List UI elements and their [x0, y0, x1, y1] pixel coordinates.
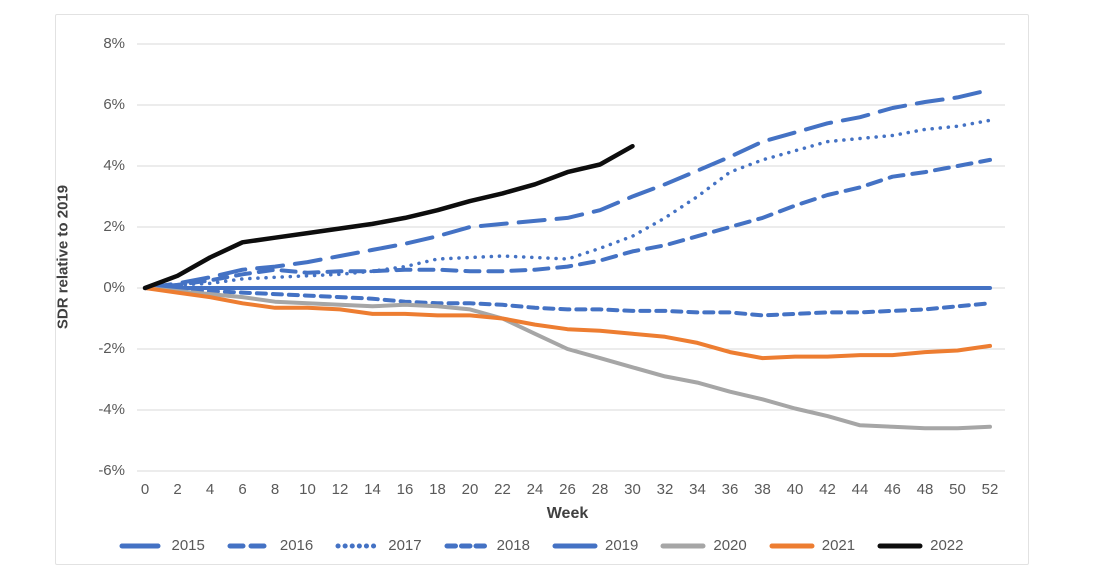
x-tick-label: 16: [396, 481, 414, 498]
y-tick-label: -6%: [98, 462, 125, 479]
x-tick-label: 0: [140, 481, 150, 498]
legend-label: 2015: [171, 537, 205, 554]
x-tick-label: 42: [819, 481, 836, 498]
x-tick-label: 6: [238, 481, 247, 498]
chart-legend: 2015 2016 2017 2018 2019 2020 2021 2022: [55, 537, 1027, 554]
legend-line-sample-icon: [119, 543, 164, 548]
series-line-2016: [143, 157, 992, 290]
legend-item-2020: 2020: [660, 537, 747, 554]
legend-line-sample-icon: [877, 543, 923, 548]
legend-item-2019: 2019: [552, 537, 638, 554]
x-tick-label: 4: [205, 481, 215, 498]
legend-item-2021: 2021: [769, 537, 855, 554]
legend-item-2022: 2022: [877, 537, 964, 554]
legend-label: 2021: [821, 537, 856, 554]
x-tick-label: 44: [851, 481, 869, 498]
series-line-2022: [142, 143, 635, 291]
legend-item-2015: 2015: [119, 537, 205, 554]
x-tick-label: 34: [689, 481, 706, 498]
x-tick-label: 32: [656, 481, 674, 498]
series-line-2021: [143, 286, 992, 361]
legend-item-2017: 2017: [335, 537, 422, 554]
y-tick-label: 6%: [103, 96, 125, 113]
legend-label: 2016: [279, 537, 314, 554]
x-tick-label: 2: [173, 481, 182, 498]
x-tick-label: 24: [526, 481, 544, 498]
legend-label: 2022: [930, 537, 964, 554]
legend-line-sample-icon: [660, 543, 706, 548]
legend-label: 2018: [496, 537, 530, 554]
series-line-2017: [143, 118, 992, 290]
x-tick-label: 40: [786, 481, 804, 498]
x-tick-label: 20: [461, 481, 479, 498]
x-tick-label: 12: [331, 481, 349, 498]
y-tick-label: 2%: [103, 218, 125, 235]
x-tick-label: 52: [981, 481, 999, 498]
y-tick-label: 8%: [103, 35, 125, 52]
x-tick-label: 30: [624, 481, 641, 498]
series-line-2020: [143, 286, 992, 431]
x-tick-label: 14: [364, 481, 381, 498]
x-tick-label: 26: [559, 481, 576, 498]
y-tick-label: 4%: [103, 157, 125, 174]
legend-line-sample-icon: [552, 543, 598, 548]
x-tick-label: 18: [429, 481, 446, 498]
legend-line-sample-icon: [227, 543, 273, 548]
x-tick-label: 48: [916, 481, 934, 498]
x-axis-title: Week: [546, 505, 589, 522]
x-tick-label: 46: [884, 481, 901, 498]
legend-line-sample-icon: [769, 543, 815, 548]
x-tick-label: 38: [754, 481, 771, 498]
x-tick-label: 22: [494, 481, 511, 498]
x-tick-label: 8: [270, 481, 280, 498]
legend-label: 2019: [605, 537, 639, 554]
x-tick-label: 50: [949, 481, 966, 498]
y-tick-label: 0%: [103, 279, 125, 296]
y-axis-title: SDR relative to 2019: [54, 184, 72, 330]
series-line-2015: [143, 87, 992, 290]
legend-label: 2017: [388, 537, 422, 554]
x-tick-label: 28: [591, 481, 609, 498]
x-tick-label: 36: [721, 481, 739, 498]
legend-label: 2020: [713, 537, 747, 554]
legend-line-sample-icon: [444, 543, 490, 548]
y-tick-label: -2%: [98, 340, 125, 357]
series-line-2018: [143, 286, 992, 318]
y-tick-label: -4%: [98, 401, 125, 418]
legend-line-sample-icon: [335, 543, 381, 548]
legend-item-2016: 2016: [227, 537, 313, 554]
x-tick-label: 10: [299, 481, 316, 498]
legend-item-2018: 2018: [444, 537, 530, 554]
